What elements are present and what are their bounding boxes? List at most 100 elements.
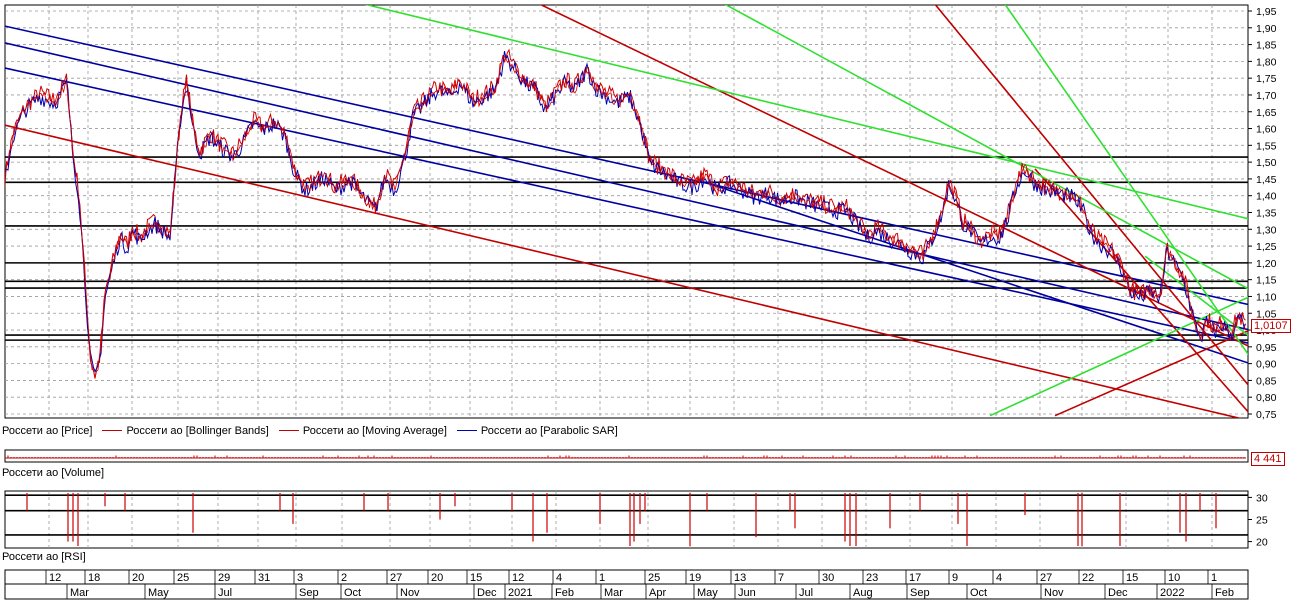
volume-panel-frame <box>4 449 1249 463</box>
time-axis-day-label: 20 <box>132 572 144 584</box>
time-axis-month-label: Mar <box>604 587 623 599</box>
time-axis-day-label: 18 <box>88 572 100 584</box>
price-y-tick-label: 1,95 <box>1256 6 1277 18</box>
price-y-tick-label: 0,90 <box>1256 359 1277 371</box>
time-axis-month-label: Feb <box>555 587 574 599</box>
time-axis-month-label: Oct <box>344 587 361 599</box>
time-axis-day-label: 4 <box>556 572 562 584</box>
price-y-axis: 1,95 1,90 1,85 1,80 1,75 1,70 1,65 1,60 1,55 1,50… <box>1248 6 1277 421</box>
series-moving-average <box>5 56 1246 379</box>
price-y-tick-label: 1,30 <box>1256 224 1277 236</box>
time-axis-month-label: May <box>148 587 169 599</box>
time-axis-day-label: 12 <box>49 572 61 584</box>
price-y-tick-label: 1,90 <box>1256 23 1277 35</box>
time-axis-day-label: 17 <box>909 572 921 584</box>
price-trend-lines <box>5 5 1248 418</box>
price-y-tick-label: 1,50 <box>1256 157 1277 169</box>
time-axis-day-label: 22 <box>1082 572 1094 584</box>
trend-line <box>364 5 1248 220</box>
trend-line <box>1144 255 1248 337</box>
time-axis-day-label: 25 <box>177 572 189 584</box>
volume-last-value: 4 441 <box>1251 452 1285 466</box>
time-axis-day-label: 4 <box>996 572 1002 584</box>
time-axis-day-label: 2 <box>341 572 347 584</box>
time-axis-day-label: 1 <box>1211 572 1217 584</box>
price-y-tick-label: 0,75 <box>1256 409 1277 421</box>
volume-bars <box>5 455 1246 459</box>
legend-swatch-ma <box>278 429 299 431</box>
rsi-panel-frame <box>4 490 1249 549</box>
series-bollinger-bands <box>5 48 1246 379</box>
price-y-tick-label: 1,05 <box>1256 308 1277 320</box>
time-axis-month-label: Feb <box>1215 587 1234 599</box>
time-axis-month-label: Jun <box>738 587 756 599</box>
time-axis-month-label: Nov <box>1044 587 1064 599</box>
trend-line <box>934 5 1248 386</box>
price-y-tick-label: 1,65 <box>1256 107 1277 119</box>
time-axis: 12 18 20 25 29 31 3 2 27 20 15 12 4 1 25 19 13 7 30 23 17 9 4 2… <box>45 570 1234 599</box>
price-y-tick-label: 1,55 <box>1256 140 1277 152</box>
time-axis-month-label: 2022 <box>1160 587 1184 599</box>
time-axis-month-label: May <box>697 587 718 599</box>
time-axis-day-label: 29 <box>218 572 230 584</box>
legend-swatch-sar <box>456 429 477 431</box>
trend-line <box>704 181 1248 364</box>
time-axis-day-label: 31 <box>258 572 270 584</box>
legend-bollinger: Россети ао [Bollinger Bands] <box>126 425 269 437</box>
price-plot-area <box>5 5 1248 418</box>
price-y-tick-label: 1,15 <box>1256 275 1277 287</box>
time-axis-day-label: 23 <box>866 572 878 584</box>
legend: Россети ао [Price] Россети ао [Bollinger … <box>2 425 618 437</box>
price-y-tick-label: 1,70 <box>1256 90 1277 102</box>
price-y-tick-label: 0,85 <box>1256 375 1277 387</box>
price-last-value: 1,0107 <box>1251 319 1291 333</box>
price-y-tick-label: 1,25 <box>1256 241 1277 253</box>
trend-line <box>5 124 1243 418</box>
time-axis-month-label: Sep <box>910 587 930 599</box>
time-axis-month-label: Jul <box>799 587 813 599</box>
legend-swatch-bollinger <box>102 429 123 431</box>
time-axis-day-label: 15 <box>1126 572 1138 584</box>
price-y-tick-label: 1,60 <box>1256 124 1277 136</box>
rsi-panel-title: Россети ао [RSI] <box>2 551 86 563</box>
time-axis-day-label: 10 <box>1168 572 1180 584</box>
time-axis-day-label: 1 <box>599 572 605 584</box>
rsi-y-tick-label: 20 <box>1256 537 1268 549</box>
time-axis-day-label: 12 <box>512 572 524 584</box>
time-axis-day-label: 30 <box>822 572 834 584</box>
price-panel-frame <box>4 4 1249 419</box>
price-y-tick-label: 1,20 <box>1256 258 1277 270</box>
rsi-y-tick-label: 25 <box>1256 515 1268 527</box>
time-axis-month-label: Oct <box>970 587 987 599</box>
time-axis-month-label: Aug <box>853 587 873 599</box>
price-y-tick-label: 0,95 <box>1256 342 1277 354</box>
rsi-levels <box>5 494 1248 536</box>
legend-parabolic-sar: Россети ао [Parabolic SAR] <box>480 425 618 437</box>
time-axis-day-label: 13 <box>734 572 746 584</box>
price-y-tick-label: 1,40 <box>1256 191 1277 203</box>
trend-line <box>1004 5 1248 356</box>
trend-line <box>1054 330 1248 417</box>
time-axis-month-label: Mar <box>70 587 89 599</box>
time-axis-day-label: 3 <box>297 572 303 584</box>
time-axis-month-label: Apr <box>649 587 666 599</box>
time-axis-month-label: Nov <box>400 587 420 599</box>
trend-line <box>5 67 1248 344</box>
time-axis-day-label: 27 <box>1040 572 1052 584</box>
trend-line <box>5 42 1248 331</box>
time-axis-day-label: 15 <box>470 572 482 584</box>
price-y-tick-label: 1,10 <box>1256 291 1277 303</box>
trend-line <box>1034 168 1248 413</box>
series-price <box>5 51 1246 373</box>
time-axis-month-label: Sep <box>299 587 319 599</box>
legend-price: Россети ао [Price] <box>2 425 93 437</box>
rsi-series <box>26 493 1217 546</box>
legend-moving-average: Россети ао [Moving Average] <box>302 425 447 437</box>
price-y-tick-label: 1,85 <box>1256 40 1277 52</box>
time-axis-month-label: Jul <box>218 587 232 599</box>
price-y-tick-label: 1,45 <box>1256 174 1277 186</box>
price-y-tick-label: 1,35 <box>1256 208 1277 220</box>
price-support-levels <box>5 156 1248 341</box>
trend-line <box>724 5 1248 290</box>
